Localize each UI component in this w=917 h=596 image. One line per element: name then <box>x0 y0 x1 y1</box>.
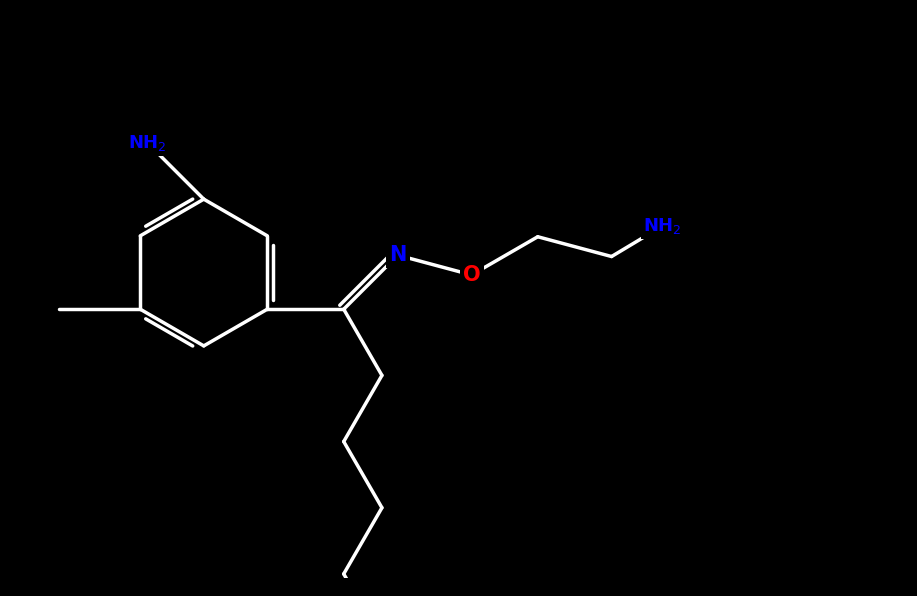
Text: N: N <box>389 245 406 265</box>
Text: NH$_2$: NH$_2$ <box>128 133 167 153</box>
Text: NH$_2$: NH$_2$ <box>643 216 681 236</box>
Text: O: O <box>463 265 481 285</box>
